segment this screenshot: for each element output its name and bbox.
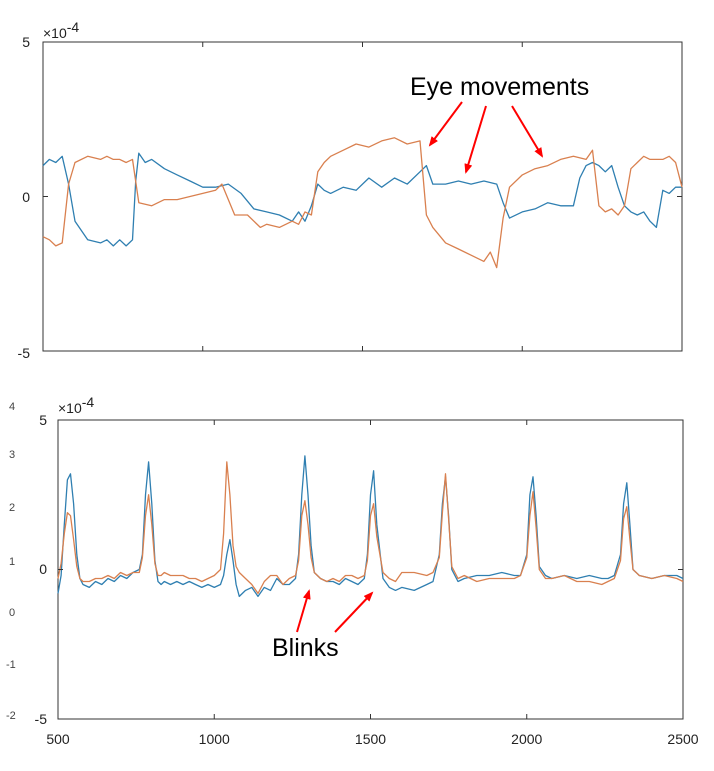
series-group <box>42 137 683 269</box>
series-line-orange <box>42 137 683 269</box>
tick-marks <box>57 419 684 720</box>
left-side-label: 0 <box>9 607 15 619</box>
tick-marks <box>42 41 683 352</box>
eye-movements-annotation: Eye movements <box>410 73 589 101</box>
series-line-blue <box>42 152 682 247</box>
eye-movement-panel: 5 0 -5 ×10-4 Eye movements <box>18 19 683 361</box>
blinks-annotation: Blinks <box>272 634 339 662</box>
y-tick-label: 0 <box>22 189 30 205</box>
x-tick-label: 2000 <box>511 731 542 747</box>
y-exponent-power: -4 <box>67 19 80 35</box>
plot-frame <box>57 419 684 720</box>
x-tick-label: 1000 <box>199 731 230 747</box>
y-tick-label: -5 <box>35 711 48 727</box>
y-exponent-label: ×10-4 <box>58 394 94 416</box>
x-tick-label: 2500 <box>667 731 698 747</box>
y-tick-label: 5 <box>39 412 47 428</box>
y-exponent-label: ×10-4 <box>43 19 79 41</box>
y-tick-label: 0 <box>39 561 47 577</box>
left-side-label: 1 <box>9 556 15 568</box>
y-exponent-base: ×10 <box>43 25 67 41</box>
y-exponent-base: ×10 <box>58 400 82 416</box>
left-side-label: 4 <box>9 401 15 413</box>
y-tick-label: -5 <box>18 345 31 361</box>
y-exponent-power: -4 <box>82 394 95 410</box>
annotation-arrow <box>428 101 463 147</box>
series-group <box>57 455 684 598</box>
left-side-label: 2 <box>9 502 15 514</box>
left-side-label: -1 <box>6 659 16 671</box>
x-tick-label: 500 <box>46 731 70 747</box>
left-side-label: 3 <box>9 449 15 461</box>
left-side-label: -2 <box>6 710 16 722</box>
annotation-arrow <box>334 591 374 633</box>
series-line-orange <box>57 461 684 595</box>
y-tick-label: 5 <box>22 34 30 50</box>
x-tick-label: 1500 <box>355 731 386 747</box>
annotation-arrow <box>511 105 544 158</box>
annotation-arrow <box>296 589 311 633</box>
blink-panel: 5 0 -5 4 3 2 1 0 -1 -2 ×10-4 500 1000 15… <box>6 394 699 747</box>
annotation-arrow <box>464 105 487 174</box>
